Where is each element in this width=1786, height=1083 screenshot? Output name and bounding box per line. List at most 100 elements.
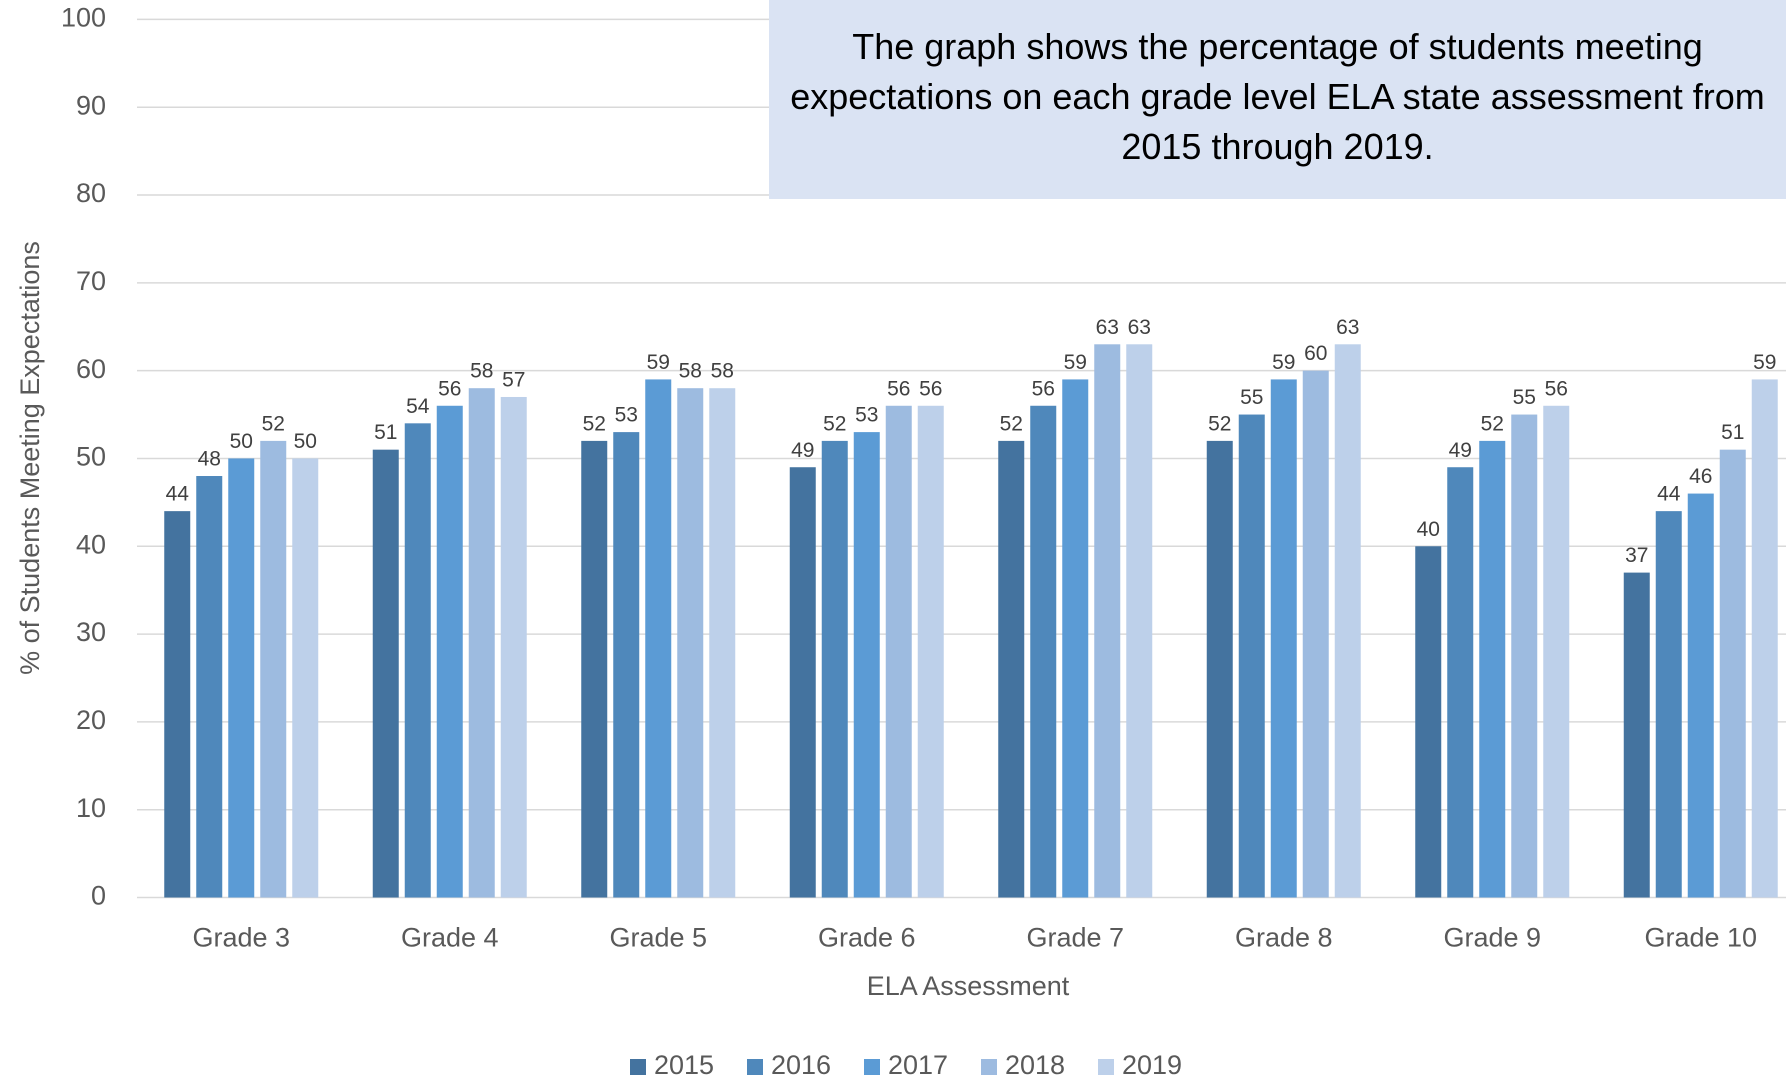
bar [1415,546,1442,898]
legend-swatch [981,1059,997,1075]
bar [404,423,431,898]
x-axis-title: ELA Assessment [867,971,1070,1001]
data-label: 52 [1481,412,1504,435]
legend-swatch [747,1059,763,1075]
bar [1334,344,1361,898]
data-label: 49 [791,439,814,462]
bar [1447,467,1474,898]
x-tick-label: Grade 8 [1235,923,1333,953]
bar [1623,572,1650,898]
y-tick-label: 20 [76,705,106,735]
legend-label: 2017 [888,1050,948,1080]
legend-swatch [864,1059,880,1075]
data-label: 52 [583,412,606,435]
bar [853,432,880,898]
y-tick-label: 90 [76,90,106,120]
data-label: 58 [711,360,734,383]
data-label: 51 [374,421,397,444]
data-label: 56 [438,377,461,400]
bar [1030,405,1057,898]
bar [1062,379,1089,898]
y-tick-label: 40 [76,529,106,559]
bar [164,511,191,898]
data-label: 46 [1689,465,1712,488]
data-label: 55 [1240,386,1263,409]
bar [1479,440,1506,898]
bar [436,405,463,898]
data-label: 58 [679,360,702,383]
data-label: 53 [855,404,878,427]
bar [292,458,319,898]
x-tick-label: Grade 3 [192,923,290,953]
data-label: 60 [1304,342,1327,365]
data-label: 49 [1449,439,1472,462]
bar [1302,370,1329,898]
data-label: 50 [230,430,253,453]
x-tick-label: Grade 5 [609,923,707,953]
legend-label: 2015 [654,1050,714,1080]
x-tick-label: Grade 7 [1026,923,1124,953]
data-label: 55 [1513,386,1536,409]
bar [1543,405,1570,898]
data-label: 52 [1208,412,1231,435]
data-label: 56 [887,377,910,400]
bar [645,379,672,898]
bar [998,440,1025,898]
legend-label: 2018 [1005,1050,1065,1080]
data-label: 52 [262,412,285,435]
bar [1270,379,1297,898]
data-label: 58 [470,360,493,383]
y-tick-label: 80 [76,178,106,208]
data-label: 44 [1657,483,1681,506]
bar [1206,440,1233,898]
bar [885,405,912,898]
data-label: 57 [502,369,525,392]
data-label: 48 [198,448,221,471]
bar [372,449,399,898]
data-label: 52 [823,412,846,435]
x-tick-label: Grade 4 [401,923,499,953]
data-label: 63 [1128,316,1151,339]
legend-label: 2019 [1122,1050,1182,1080]
y-tick-label: 60 [76,354,106,384]
y-tick-label: 70 [76,266,106,296]
y-tick-label: 50 [76,442,106,472]
data-label: 40 [1417,518,1440,541]
y-tick-label: 30 [76,617,106,647]
bar [677,388,704,898]
bar [1511,414,1538,898]
bar [500,396,527,898]
data-label: 56 [1032,377,1055,400]
y-axis-title: % of Students Meeting Expectations [15,241,45,675]
x-tick-label: Grade 9 [1443,923,1541,953]
data-label: 63 [1336,316,1359,339]
data-label: 51 [1721,421,1744,444]
data-label: 50 [294,430,317,453]
bar [1751,379,1778,898]
legend-label: 2016 [771,1050,831,1080]
y-tick-label: 0 [91,881,106,911]
data-label: 44 [166,483,190,506]
data-label: 59 [1064,351,1087,374]
bar [1719,449,1746,898]
data-label: 52 [1000,412,1023,435]
x-tick-label: Grade 10 [1644,923,1757,953]
data-label: 56 [1545,377,1568,400]
data-label: 63 [1096,316,1119,339]
bar [1687,493,1714,898]
data-label: 59 [647,351,670,374]
bar [709,388,736,898]
bar [196,476,223,898]
legend-swatch [1098,1059,1114,1075]
annotation: The graph shows the percentage of studen… [769,0,1786,199]
bar [917,405,944,898]
data-label: 59 [1272,351,1295,374]
data-label: 56 [919,377,942,400]
bar [1126,344,1153,898]
bar [1094,344,1121,898]
y-tick-label: 100 [61,3,106,33]
bar [468,388,495,898]
x-tick-label: Grade 6 [818,923,916,953]
